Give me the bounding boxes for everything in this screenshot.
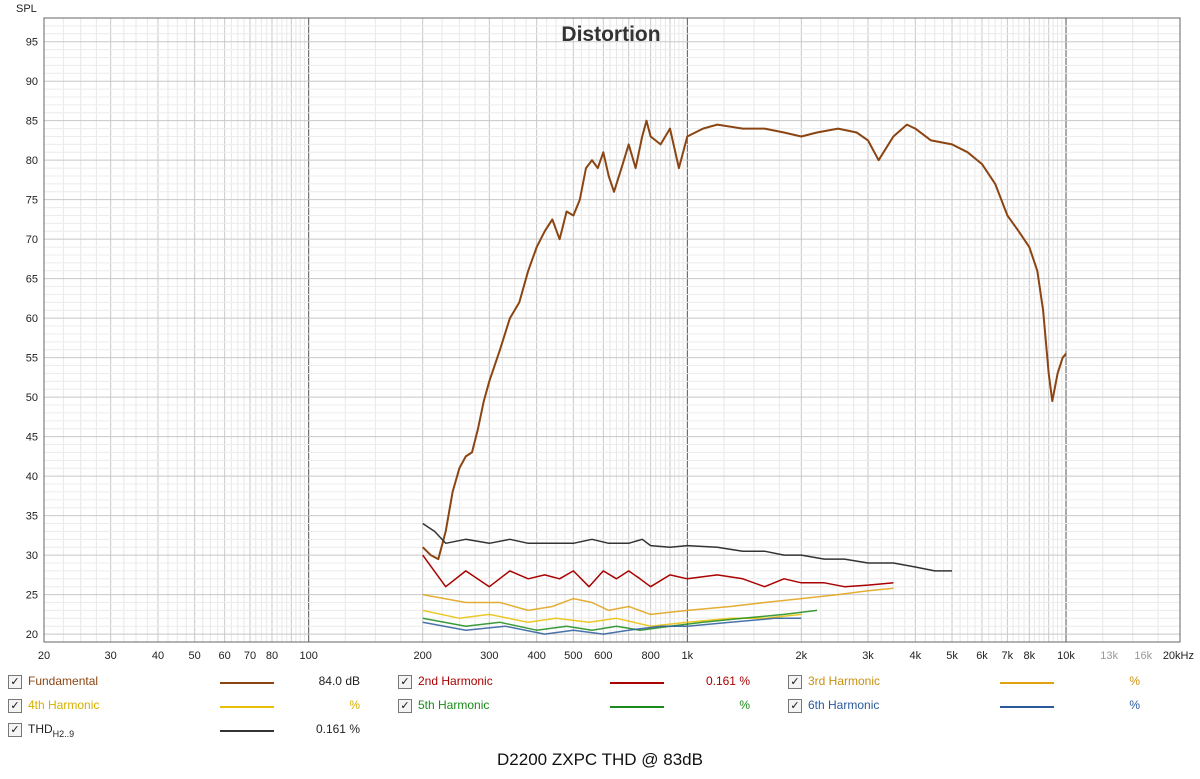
series-line-fundamental bbox=[421, 119, 1067, 561]
legend-label: 4th Harmonic bbox=[28, 698, 100, 712]
y-tick-label: 95 bbox=[26, 37, 38, 49]
legend-item-thd[interactable]: ✓ THDH2..9 0.161 % bbox=[8, 720, 368, 740]
x-tick-label: 50 bbox=[189, 650, 201, 662]
legend: ✓ Fundamental 84.0 dB ✓ 2nd Harmonic 0.1… bbox=[0, 668, 1200, 742]
thd-subscript: H2..9 bbox=[52, 729, 75, 739]
x-tick-label: 30 bbox=[105, 650, 117, 662]
legend-label: 5th Harmonic bbox=[418, 698, 490, 712]
6th-harmonic-checkbox[interactable]: ✓ bbox=[788, 699, 802, 713]
x-tick-label: 40 bbox=[152, 650, 164, 662]
x-tick-label: 1k bbox=[682, 650, 694, 662]
y-tick-label: 90 bbox=[26, 76, 38, 88]
legend-swatch bbox=[610, 706, 664, 708]
legend-swatch bbox=[220, 682, 274, 684]
y-tick-label: 20 bbox=[26, 629, 38, 641]
x-tick-label: 16k bbox=[1134, 650, 1152, 662]
5th-harmonic-checkbox[interactable]: ✓ bbox=[398, 699, 412, 713]
chart-caption: D2200 ZXPC THD @ 83dB bbox=[497, 750, 703, 769]
y-tick-label: 35 bbox=[26, 511, 38, 523]
legend-swatch bbox=[220, 730, 274, 732]
y-tick-label: 55 bbox=[26, 353, 38, 365]
3rd-harmonic-checkbox[interactable]: ✓ bbox=[788, 675, 802, 689]
x-tick-label: 5k bbox=[946, 650, 958, 662]
y-tick-label: 30 bbox=[26, 550, 38, 562]
legend-value: 0.161 % bbox=[315, 722, 360, 736]
plot-border bbox=[43, 17, 1181, 643]
x-tick-label: 2k bbox=[796, 650, 808, 662]
legend-item-3rd-harmonic[interactable]: ✓ 3rd Harmonic % bbox=[788, 672, 1148, 692]
x-tick-label: 13k bbox=[1100, 650, 1118, 662]
legend-label: 6th Harmonic bbox=[808, 698, 880, 712]
distortion-chart: 20 25 30 35 40 45 50 55 60 65 70 75 80 85 90 95 SPL 20 30 4… bbox=[16, 3, 1194, 662]
legend-item-2nd-harmonic[interactable]: ✓ 2nd Harmonic 0.161 % bbox=[398, 672, 758, 692]
x-tick-label: 3k bbox=[862, 650, 874, 662]
legend-value: % bbox=[1129, 674, 1140, 688]
y-tick-label: 25 bbox=[26, 590, 38, 602]
legend-swatch bbox=[1000, 706, 1054, 708]
legend-value: % bbox=[739, 698, 750, 712]
legend-item-6th-harmonic[interactable]: ✓ 6th Harmonic % bbox=[788, 696, 1148, 716]
legend-value: 84.0 dB bbox=[318, 674, 360, 688]
legend-swatch bbox=[220, 706, 274, 708]
chart-title: Distortion bbox=[561, 23, 660, 46]
series-line-2nd-harmonic bbox=[422, 554, 894, 588]
legend-item-5th-harmonic[interactable]: ✓ 5th Harmonic % bbox=[398, 696, 758, 716]
series-line-thd bbox=[422, 522, 952, 572]
x-tick-label: 100 bbox=[299, 650, 317, 662]
x-tick-label: 200 bbox=[413, 650, 431, 662]
legend-label: 2nd Harmonic bbox=[418, 674, 493, 688]
legend-label: THDH2..9 bbox=[28, 722, 74, 739]
x-tick-label: 80 bbox=[266, 650, 278, 662]
x-tick-label: 20kHz bbox=[1163, 650, 1194, 662]
y-tick-label: 65 bbox=[26, 274, 38, 286]
legend-item-fundamental[interactable]: ✓ Fundamental 84.0 dB bbox=[8, 672, 368, 692]
legend-value: % bbox=[1129, 698, 1140, 712]
y-tick-label: 80 bbox=[26, 155, 38, 167]
series-line-3rd-harmonic bbox=[422, 587, 894, 616]
y-tick-label: 85 bbox=[26, 116, 38, 128]
y-tick-label: 60 bbox=[26, 313, 38, 325]
4th-harmonic-checkbox[interactable]: ✓ bbox=[8, 699, 22, 713]
x-tick-label: 500 bbox=[564, 650, 582, 662]
y-tick-label: 70 bbox=[26, 234, 38, 246]
legend-label: 3rd Harmonic bbox=[808, 674, 881, 688]
legend-item-4th-harmonic[interactable]: ✓ 4th Harmonic % bbox=[8, 696, 368, 716]
x-tick-label: 600 bbox=[594, 650, 612, 662]
legend-value: % bbox=[349, 698, 360, 712]
x-tick-label: 70 bbox=[244, 650, 256, 662]
series-line-6th-harmonic bbox=[422, 617, 802, 635]
legend-swatch bbox=[610, 682, 664, 684]
x-tick-label: 10k bbox=[1057, 650, 1075, 662]
thd-label: THD bbox=[28, 722, 53, 736]
x-tick-label: 60 bbox=[219, 650, 231, 662]
legend-value: 0.161 % bbox=[705, 674, 750, 688]
x-tick-label: 6k bbox=[976, 650, 988, 662]
plot-area bbox=[44, 18, 1180, 642]
legend-swatch bbox=[1000, 682, 1054, 684]
x-tick-label: 300 bbox=[480, 650, 498, 662]
legend-label: Fundamental bbox=[28, 674, 99, 688]
y-tick-label: 40 bbox=[26, 471, 38, 483]
y-tick-label: 45 bbox=[26, 432, 38, 444]
x-tick-label: 800 bbox=[641, 650, 659, 662]
x-tick-label: 7k bbox=[1002, 650, 1014, 662]
fundamental-checkbox[interactable]: ✓ bbox=[8, 675, 22, 689]
x-tick-label: 4k bbox=[910, 650, 922, 662]
y-axis-label: SPL bbox=[16, 3, 37, 15]
thd-checkbox[interactable]: ✓ bbox=[8, 723, 22, 737]
y-tick-label: 50 bbox=[26, 392, 38, 404]
x-tick-label: 8k bbox=[1024, 650, 1036, 662]
x-tick-label: 400 bbox=[527, 650, 545, 662]
y-tick-label: 75 bbox=[26, 195, 38, 207]
series-line-5th-harmonic bbox=[422, 609, 818, 631]
2nd-harmonic-checkbox[interactable]: ✓ bbox=[398, 675, 412, 689]
x-tick-label: 20 bbox=[38, 650, 50, 662]
